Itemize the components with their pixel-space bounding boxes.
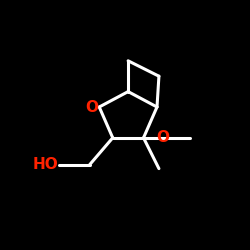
Text: O: O: [156, 130, 169, 145]
Text: O: O: [85, 100, 98, 114]
Text: HO: HO: [33, 157, 59, 172]
